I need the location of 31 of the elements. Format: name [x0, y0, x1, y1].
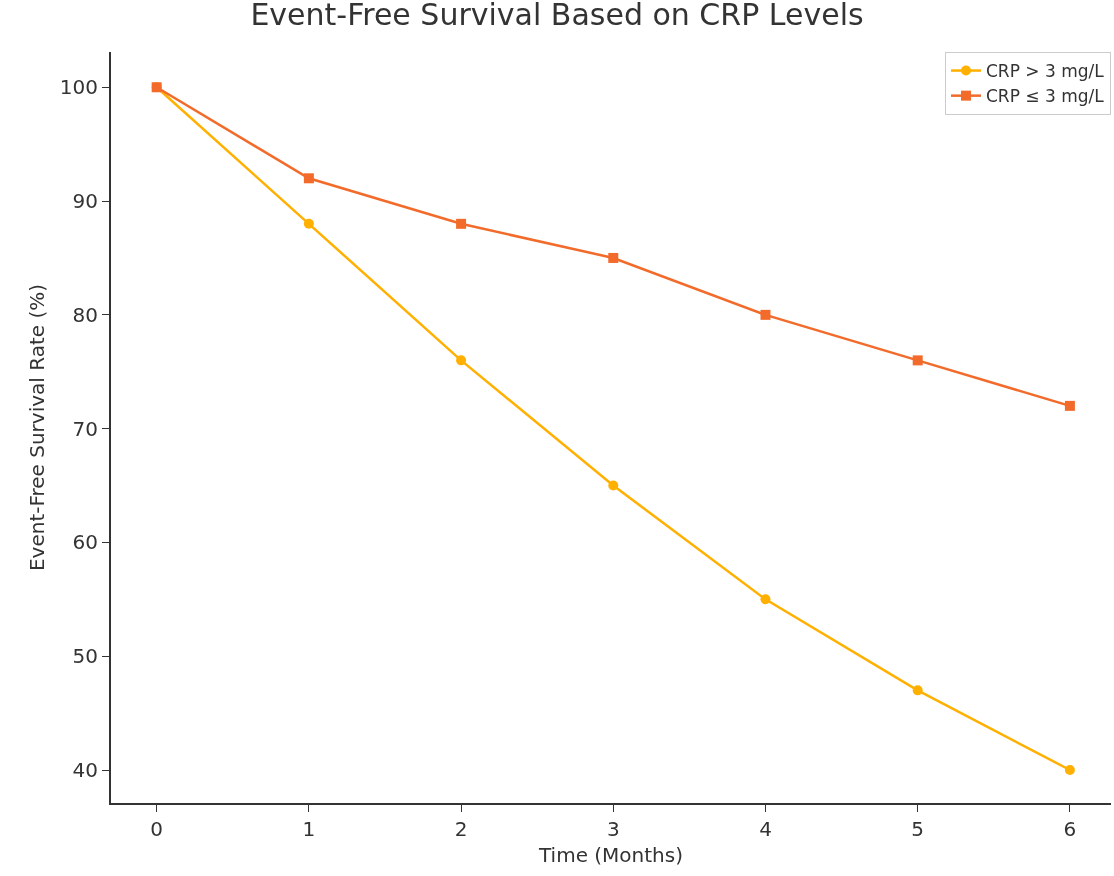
legend-label: CRP > 3 mg/L — [986, 61, 1105, 82]
point — [608, 480, 619, 491]
chart-title: Event-Free Survival Based on CRP Levels — [250, 0, 864, 33]
y-tick-label: 100 — [59, 75, 98, 100]
y-tick-label: 80 — [72, 302, 98, 327]
point — [456, 355, 467, 366]
y-tick-label: 60 — [72, 530, 98, 555]
point — [1064, 765, 1075, 775]
point — [303, 173, 314, 184]
y-tick-label: 40 — [72, 758, 98, 782]
x-tick-label: 1 — [302, 817, 316, 841]
point — [303, 218, 314, 229]
point — [760, 594, 771, 605]
y-tick-label: 50 — [72, 644, 98, 669]
x-tick-label: 2 — [454, 817, 468, 841]
point — [912, 355, 923, 366]
point — [760, 309, 771, 320]
x-tick-label: 6 — [1063, 817, 1077, 841]
x-tick-label: 0 — [150, 817, 164, 841]
point — [912, 685, 923, 696]
legend-label: CRP ≤ 3 mg/L — [986, 86, 1105, 107]
x-axis-title: Time (Months) — [537, 843, 684, 867]
x-tick-label: 4 — [759, 817, 772, 841]
point — [608, 252, 619, 263]
y-tick-label: 70 — [72, 416, 98, 441]
x-tick-label: 3 — [606, 817, 620, 841]
point — [1064, 400, 1075, 411]
x-tick-label: 5 — [911, 817, 925, 841]
point — [456, 218, 467, 229]
y-tick-label: 90 — [72, 189, 98, 214]
y-axis-title: Event-Free Survival Rate (%) — [24, 283, 49, 572]
